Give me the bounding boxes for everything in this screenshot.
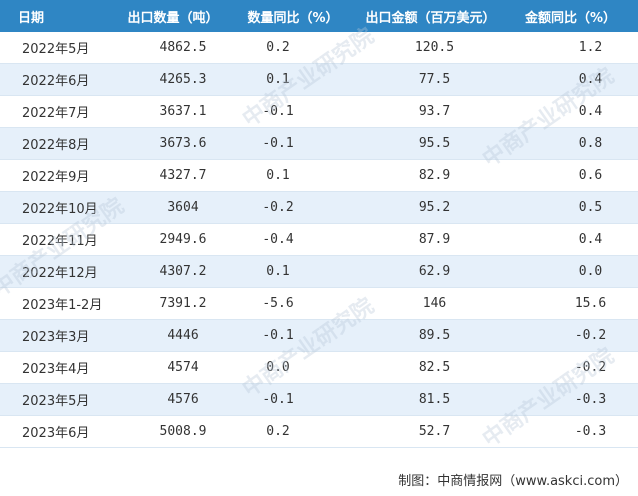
cell-quantity-yoy: -5.6: [228, 287, 358, 320]
table-header-row: 日期 出口数量（吨） 数量同比（%） 出口金额（百万美元） 金额同比（%）: [0, 0, 638, 32]
cell-export-amount: 146: [358, 287, 503, 320]
cell-export-amount: 82.5: [358, 351, 503, 384]
cell-export-amount: 87.9: [358, 223, 503, 256]
cell-amount-yoy: -0.3: [503, 383, 638, 416]
table-row: 2022年12月 4307.2 0.1 62.9 0.0: [0, 255, 638, 288]
header-export-quantity: 出口数量（吨）: [118, 0, 228, 32]
table-row: 2022年6月 4265.3 0.1 77.5 0.4: [0, 63, 638, 96]
cell-date: 2022年9月: [0, 159, 118, 192]
cell-date: 2022年5月: [0, 32, 118, 64]
table-row: 2022年7月 3637.1 -0.1 93.7 0.4: [0, 95, 638, 128]
cell-export-quantity: 4862.5: [118, 32, 228, 64]
table-row: 2023年5月 4576 -0.1 81.5 -0.3: [0, 383, 638, 416]
cell-export-quantity: 3604: [118, 191, 228, 224]
cell-date: 2022年10月: [0, 191, 118, 224]
table-row: 2022年11月 2949.6 -0.4 87.9 0.4: [0, 223, 638, 256]
cell-export-quantity: 4265.3: [118, 63, 228, 96]
cell-amount-yoy: 15.6: [503, 287, 638, 320]
cell-quantity-yoy: 0.2: [228, 32, 358, 64]
table-row: 2023年1-2月 7391.2 -5.6 146 15.6: [0, 287, 638, 320]
cell-export-quantity: 3673.6: [118, 127, 228, 160]
cell-export-amount: 95.2: [358, 191, 503, 224]
cell-date: 2023年4月: [0, 351, 118, 384]
cell-export-quantity: 4327.7: [118, 159, 228, 192]
cell-export-quantity: 4574: [118, 351, 228, 384]
cell-quantity-yoy: -0.1: [228, 95, 358, 128]
cell-amount-yoy: -0.2: [503, 319, 638, 352]
cell-export-amount: 81.5: [358, 383, 503, 416]
cell-quantity-yoy: -0.1: [228, 383, 358, 416]
cell-amount-yoy: 0.6: [503, 159, 638, 192]
cell-date: 2023年5月: [0, 383, 118, 416]
cell-amount-yoy: 0.4: [503, 223, 638, 256]
table-row: 2023年4月 4574 0.0 82.5 -0.2: [0, 351, 638, 384]
cell-quantity-yoy: -0.1: [228, 127, 358, 160]
cell-quantity-yoy: 0.2: [228, 415, 358, 448]
cell-date: 2022年11月: [0, 223, 118, 256]
cell-export-quantity: 2949.6: [118, 223, 228, 256]
cell-export-amount: 89.5: [358, 319, 503, 352]
cell-quantity-yoy: 0.1: [228, 255, 358, 288]
cell-export-amount: 82.9: [358, 159, 503, 192]
cell-amount-yoy: 1.2: [503, 32, 638, 64]
export-data-table: 日期 出口数量（吨） 数量同比（%） 出口金额（百万美元） 金额同比（%） 20…: [0, 0, 638, 448]
cell-amount-yoy: 0.5: [503, 191, 638, 224]
cell-quantity-yoy: 0.0: [228, 351, 358, 384]
cell-export-quantity: 4576: [118, 383, 228, 416]
cell-export-amount: 93.7: [358, 95, 503, 128]
cell-quantity-yoy: 0.1: [228, 63, 358, 96]
cell-export-amount: 95.5: [358, 127, 503, 160]
cell-date: 2023年6月: [0, 415, 118, 448]
table-row: 2022年9月 4327.7 0.1 82.9 0.6: [0, 159, 638, 192]
table-row: 2023年6月 5008.9 0.2 52.7 -0.3: [0, 415, 638, 448]
source-footer: 制图：中商情报网（www.askci.com）: [398, 474, 628, 489]
cell-export-quantity: 7391.2: [118, 287, 228, 320]
cell-date: 2022年12月: [0, 255, 118, 288]
cell-amount-yoy: 0.4: [503, 63, 638, 96]
cell-export-quantity: 5008.9: [118, 415, 228, 448]
table-row: 2022年5月 4862.5 0.2 120.5 1.2: [0, 32, 638, 64]
cell-amount-yoy: -0.3: [503, 415, 638, 448]
cell-date: 2022年6月: [0, 63, 118, 96]
cell-quantity-yoy: -0.4: [228, 223, 358, 256]
table-row: 2022年10月 3604 -0.2 95.2 0.5: [0, 191, 638, 224]
cell-quantity-yoy: -0.1: [228, 319, 358, 352]
cell-export-quantity: 4307.2: [118, 255, 228, 288]
header-export-amount: 出口金额（百万美元）: [358, 0, 503, 32]
cell-amount-yoy: 0.0: [503, 255, 638, 288]
cell-export-amount: 120.5: [358, 32, 503, 64]
cell-quantity-yoy: 0.1: [228, 159, 358, 192]
cell-amount-yoy: -0.2: [503, 351, 638, 384]
cell-export-amount: 62.9: [358, 255, 503, 288]
header-date: 日期: [0, 0, 118, 32]
cell-date: 2022年7月: [0, 95, 118, 128]
header-amount-yoy: 金额同比（%）: [503, 0, 638, 32]
cell-export-amount: 77.5: [358, 63, 503, 96]
cell-export-quantity: 4446: [118, 319, 228, 352]
table-row: 2022年8月 3673.6 -0.1 95.5 0.8: [0, 127, 638, 160]
cell-date: 2023年1-2月: [0, 287, 118, 320]
cell-date: 2023年3月: [0, 319, 118, 352]
cell-date: 2022年8月: [0, 127, 118, 160]
cell-quantity-yoy: -0.2: [228, 191, 358, 224]
cell-amount-yoy: 0.4: [503, 95, 638, 128]
cell-export-amount: 52.7: [358, 415, 503, 448]
table-row: 2023年3月 4446 -0.1 89.5 -0.2: [0, 319, 638, 352]
cell-amount-yoy: 0.8: [503, 127, 638, 160]
cell-export-quantity: 3637.1: [118, 95, 228, 128]
header-quantity-yoy: 数量同比（%）: [228, 0, 358, 32]
